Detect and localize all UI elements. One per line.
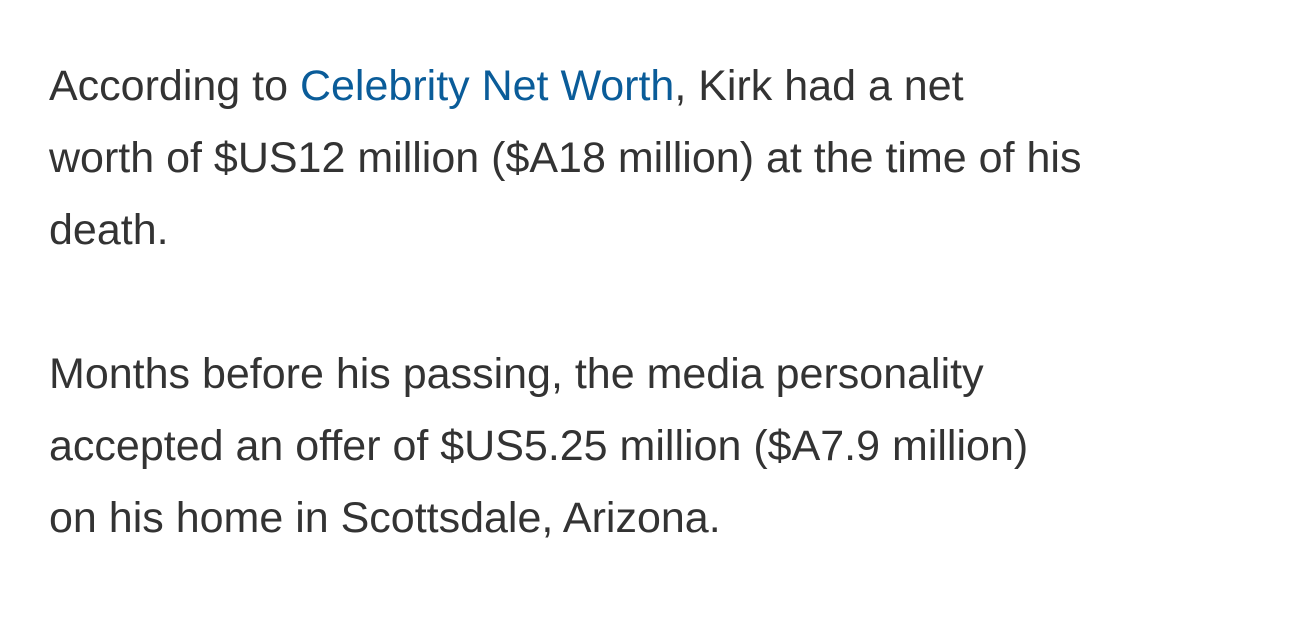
text-line: death. bbox=[49, 194, 1269, 266]
text-run: , Kirk had a net bbox=[674, 62, 964, 110]
paragraph: Months before his passing, the media per… bbox=[49, 338, 1269, 554]
page: {"paragraphs": [ {"lines": [ {"parts": [… bbox=[49, 62, 1082, 542]
text-run: According to bbox=[49, 62, 300, 110]
text-line: on his home in Scottsdale, Arizona. bbox=[49, 482, 1269, 554]
paragraph: According to Celebrity Net Worth, Kirk h… bbox=[49, 50, 1269, 266]
link[interactable]: Celebrity Net Worth bbox=[299, 62, 675, 110]
text-line: accepted an offer of $US5.25 million ($A… bbox=[49, 410, 1269, 482]
text-run: accepted an offer of $US5.25 million ($A… bbox=[49, 422, 1029, 470]
text-line: Months before his passing, the media per… bbox=[49, 338, 1269, 410]
article-body: According to Celebrity Net Worth, Kirk h… bbox=[49, 50, 1269, 626]
text-run: Months before his passing, the media per… bbox=[49, 350, 984, 398]
text-run: worth of $US12 million ($A18 million) at… bbox=[49, 134, 1082, 182]
text-run: death. bbox=[49, 206, 169, 254]
text-run: on his home in Scottsdale, Arizona. bbox=[49, 494, 721, 542]
text-line: worth of $US12 million ($A18 million) at… bbox=[49, 122, 1269, 194]
text-line: According to Celebrity Net Worth, Kirk h… bbox=[49, 50, 1269, 122]
